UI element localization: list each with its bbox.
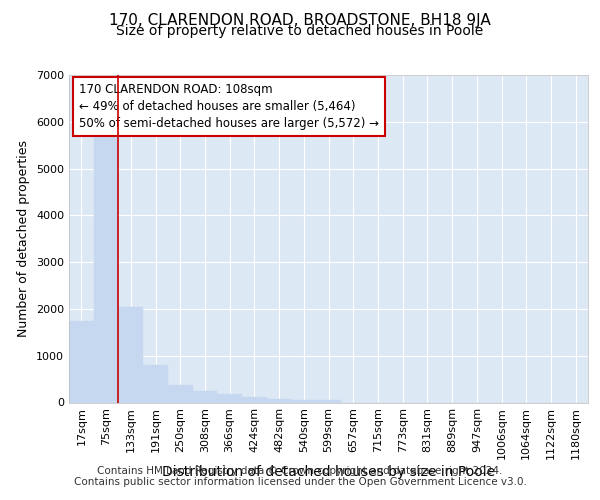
Bar (292, 400, 316, 402)
Text: Size of property relative to detached houses in Poole: Size of property relative to detached ho… (116, 24, 484, 38)
Bar (118, 306, 143, 402)
Y-axis label: Number of detached properties: Number of detached properties (17, 140, 31, 337)
Text: Contains HM Land Registry data © Crown copyright and database right 2024.: Contains HM Land Registry data © Crown c… (97, 466, 503, 476)
Bar (217, 394, 242, 402)
Bar (316, 400, 341, 402)
Text: Contains public sector information licensed under the Open Government Licence v3: Contains public sector information licen… (74, 477, 526, 487)
Text: 170, CLARENDON ROAD, BROADSTONE, BH18 9JA: 170, CLARENDON ROAD, BROADSTONE, BH18 9J… (109, 12, 491, 28)
Bar (242, 397, 267, 402)
Bar (267, 399, 292, 402)
Bar (193, 391, 217, 402)
Bar (69, 320, 94, 402)
Bar (168, 385, 193, 402)
Bar (143, 365, 168, 403)
Text: 170 CLARENDON ROAD: 108sqm
← 49% of detached houses are smaller (5,464)
50% of s: 170 CLARENDON ROAD: 108sqm ← 49% of deta… (79, 83, 379, 130)
X-axis label: Distribution of detached houses by size in Poole: Distribution of detached houses by size … (162, 465, 495, 479)
Bar (94, 134, 118, 402)
